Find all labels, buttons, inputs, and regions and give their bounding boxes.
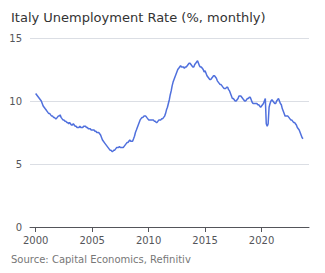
svg-text:5: 5 <box>16 159 22 170</box>
svg-text:2015: 2015 <box>192 235 217 246</box>
svg-text:2000: 2000 <box>23 235 48 246</box>
svg-text:10: 10 <box>9 96 22 107</box>
svg-text:0: 0 <box>16 222 22 233</box>
svg-text:2005: 2005 <box>79 235 104 246</box>
svg-text:15: 15 <box>9 33 22 44</box>
svg-text:Italy Unemployment Rate (%, mo: Italy Unemployment Rate (%, monthly) <box>11 10 266 25</box>
svg-text:2020: 2020 <box>249 235 274 246</box>
svg-text:Source: Capital Economics, Ref: Source: Capital Economics, Refinitiv <box>11 254 191 265</box>
svg-text:2010: 2010 <box>136 235 161 246</box>
